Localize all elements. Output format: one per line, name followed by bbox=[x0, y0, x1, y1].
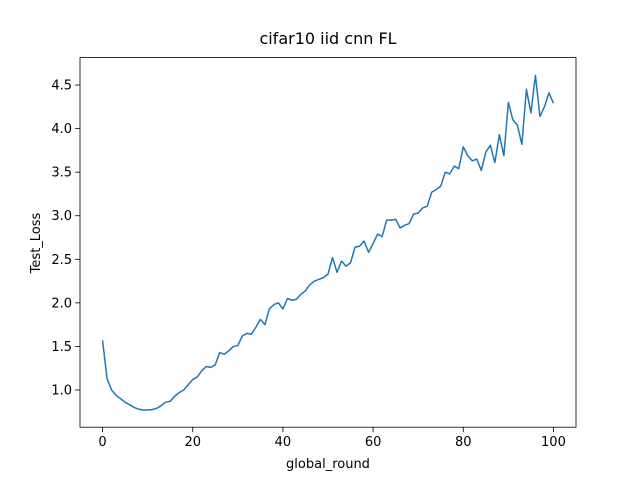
y-tick-label: 4.0 bbox=[51, 122, 72, 137]
x-tick-label: 40 bbox=[275, 435, 292, 450]
x-tick-label: 100 bbox=[541, 435, 566, 450]
y-tick-label: 1.5 bbox=[51, 340, 72, 355]
chart-title: cifar10 iid cnn FL bbox=[259, 29, 396, 48]
y-tick-label: 1.0 bbox=[51, 383, 72, 398]
y-tick-label: 2.0 bbox=[51, 296, 72, 311]
x-axis-label: global_round bbox=[286, 457, 370, 472]
y-tick-label: 3.0 bbox=[51, 209, 72, 224]
data-line bbox=[101, 74, 555, 411]
y-axis-label: Test_Loss bbox=[29, 212, 44, 274]
axes-frame bbox=[79, 57, 577, 428]
y-tick-label: 2.5 bbox=[51, 253, 72, 268]
x-tick-label: 0 bbox=[98, 435, 106, 450]
x-tick-label: 60 bbox=[365, 435, 382, 450]
y-tick-label: 3.5 bbox=[51, 166, 72, 181]
x-tick-label: 20 bbox=[184, 435, 201, 450]
x-tick-label: 80 bbox=[455, 435, 472, 450]
y-tick-label: 4.5 bbox=[51, 79, 72, 94]
